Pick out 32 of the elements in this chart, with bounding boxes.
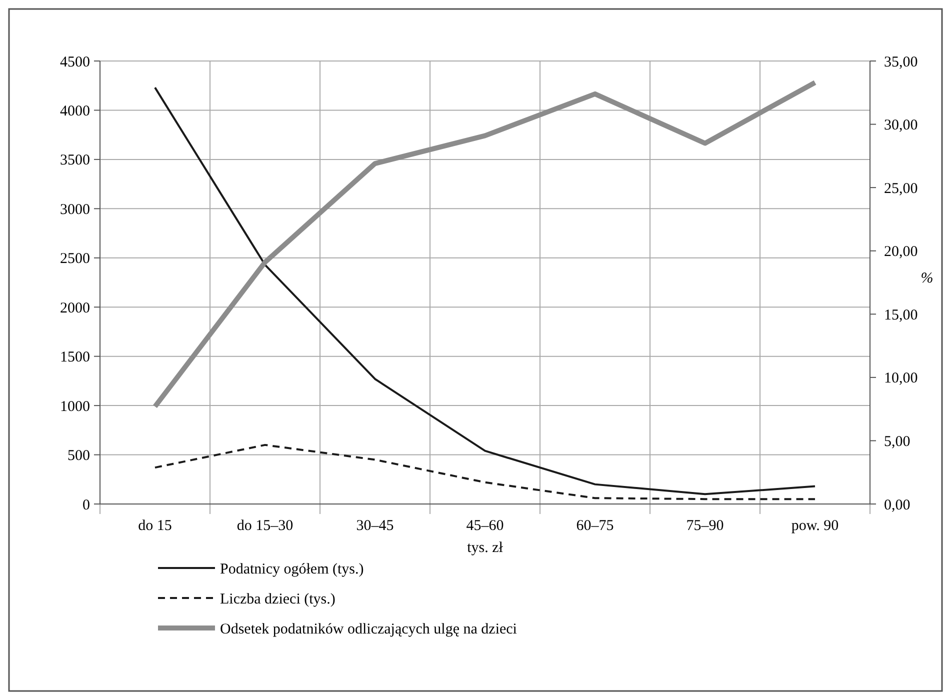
legend-label: Podatnicy ogółem (tys.) [220, 561, 364, 578]
x-tick-label: pow. 90 [791, 518, 839, 534]
y-tick-label: 1500 [60, 350, 90, 366]
y2-tick-label: 20,00 [884, 244, 918, 260]
x-axis-title: tys. zł [467, 540, 504, 556]
y-tick-label: 3000 [60, 202, 90, 218]
y-tick-label: 4500 [60, 54, 90, 70]
x-tick-label: do 15 [138, 518, 172, 534]
y-tick-label: 0 [82, 497, 90, 514]
legend-label: Liczba dzieci (tys.) [220, 591, 336, 608]
y-tick-label: 3500 [60, 152, 90, 169]
x-tick-label: 30–45 [356, 518, 394, 534]
y-tick-label: 2500 [60, 251, 90, 268]
y-tick-label: 500 [68, 448, 90, 464]
y-tick-label: 2000 [60, 300, 90, 316]
line-series [154, 444, 816, 500]
y2-tick-label: 0,00 [884, 497, 910, 514]
y2-tick-label: 35,00 [884, 54, 918, 70]
y2-tick-label: 25,00 [884, 180, 918, 197]
y-tick-label: 1000 [60, 398, 90, 415]
y2-tick-label: 10,00 [884, 370, 918, 387]
y2-tick-label: 15,00 [884, 307, 918, 324]
x-tick-label: do 15–30 [236, 518, 294, 534]
line-series [154, 86, 816, 496]
x-tick-label: 75–90 [686, 518, 724, 534]
x-tick-label: 60–75 [576, 518, 614, 534]
x-tick-label: 45–60 [466, 518, 504, 534]
y2-axis-title: % [920, 270, 934, 286]
legend-label: Odsetek podatników odliczających ulgę na dzieci [220, 621, 517, 638]
y2-tick-label: 5,00 [884, 434, 910, 450]
y-tick-label: 4000 [60, 103, 90, 120]
y2-tick-label: 30,00 [884, 118, 918, 134]
